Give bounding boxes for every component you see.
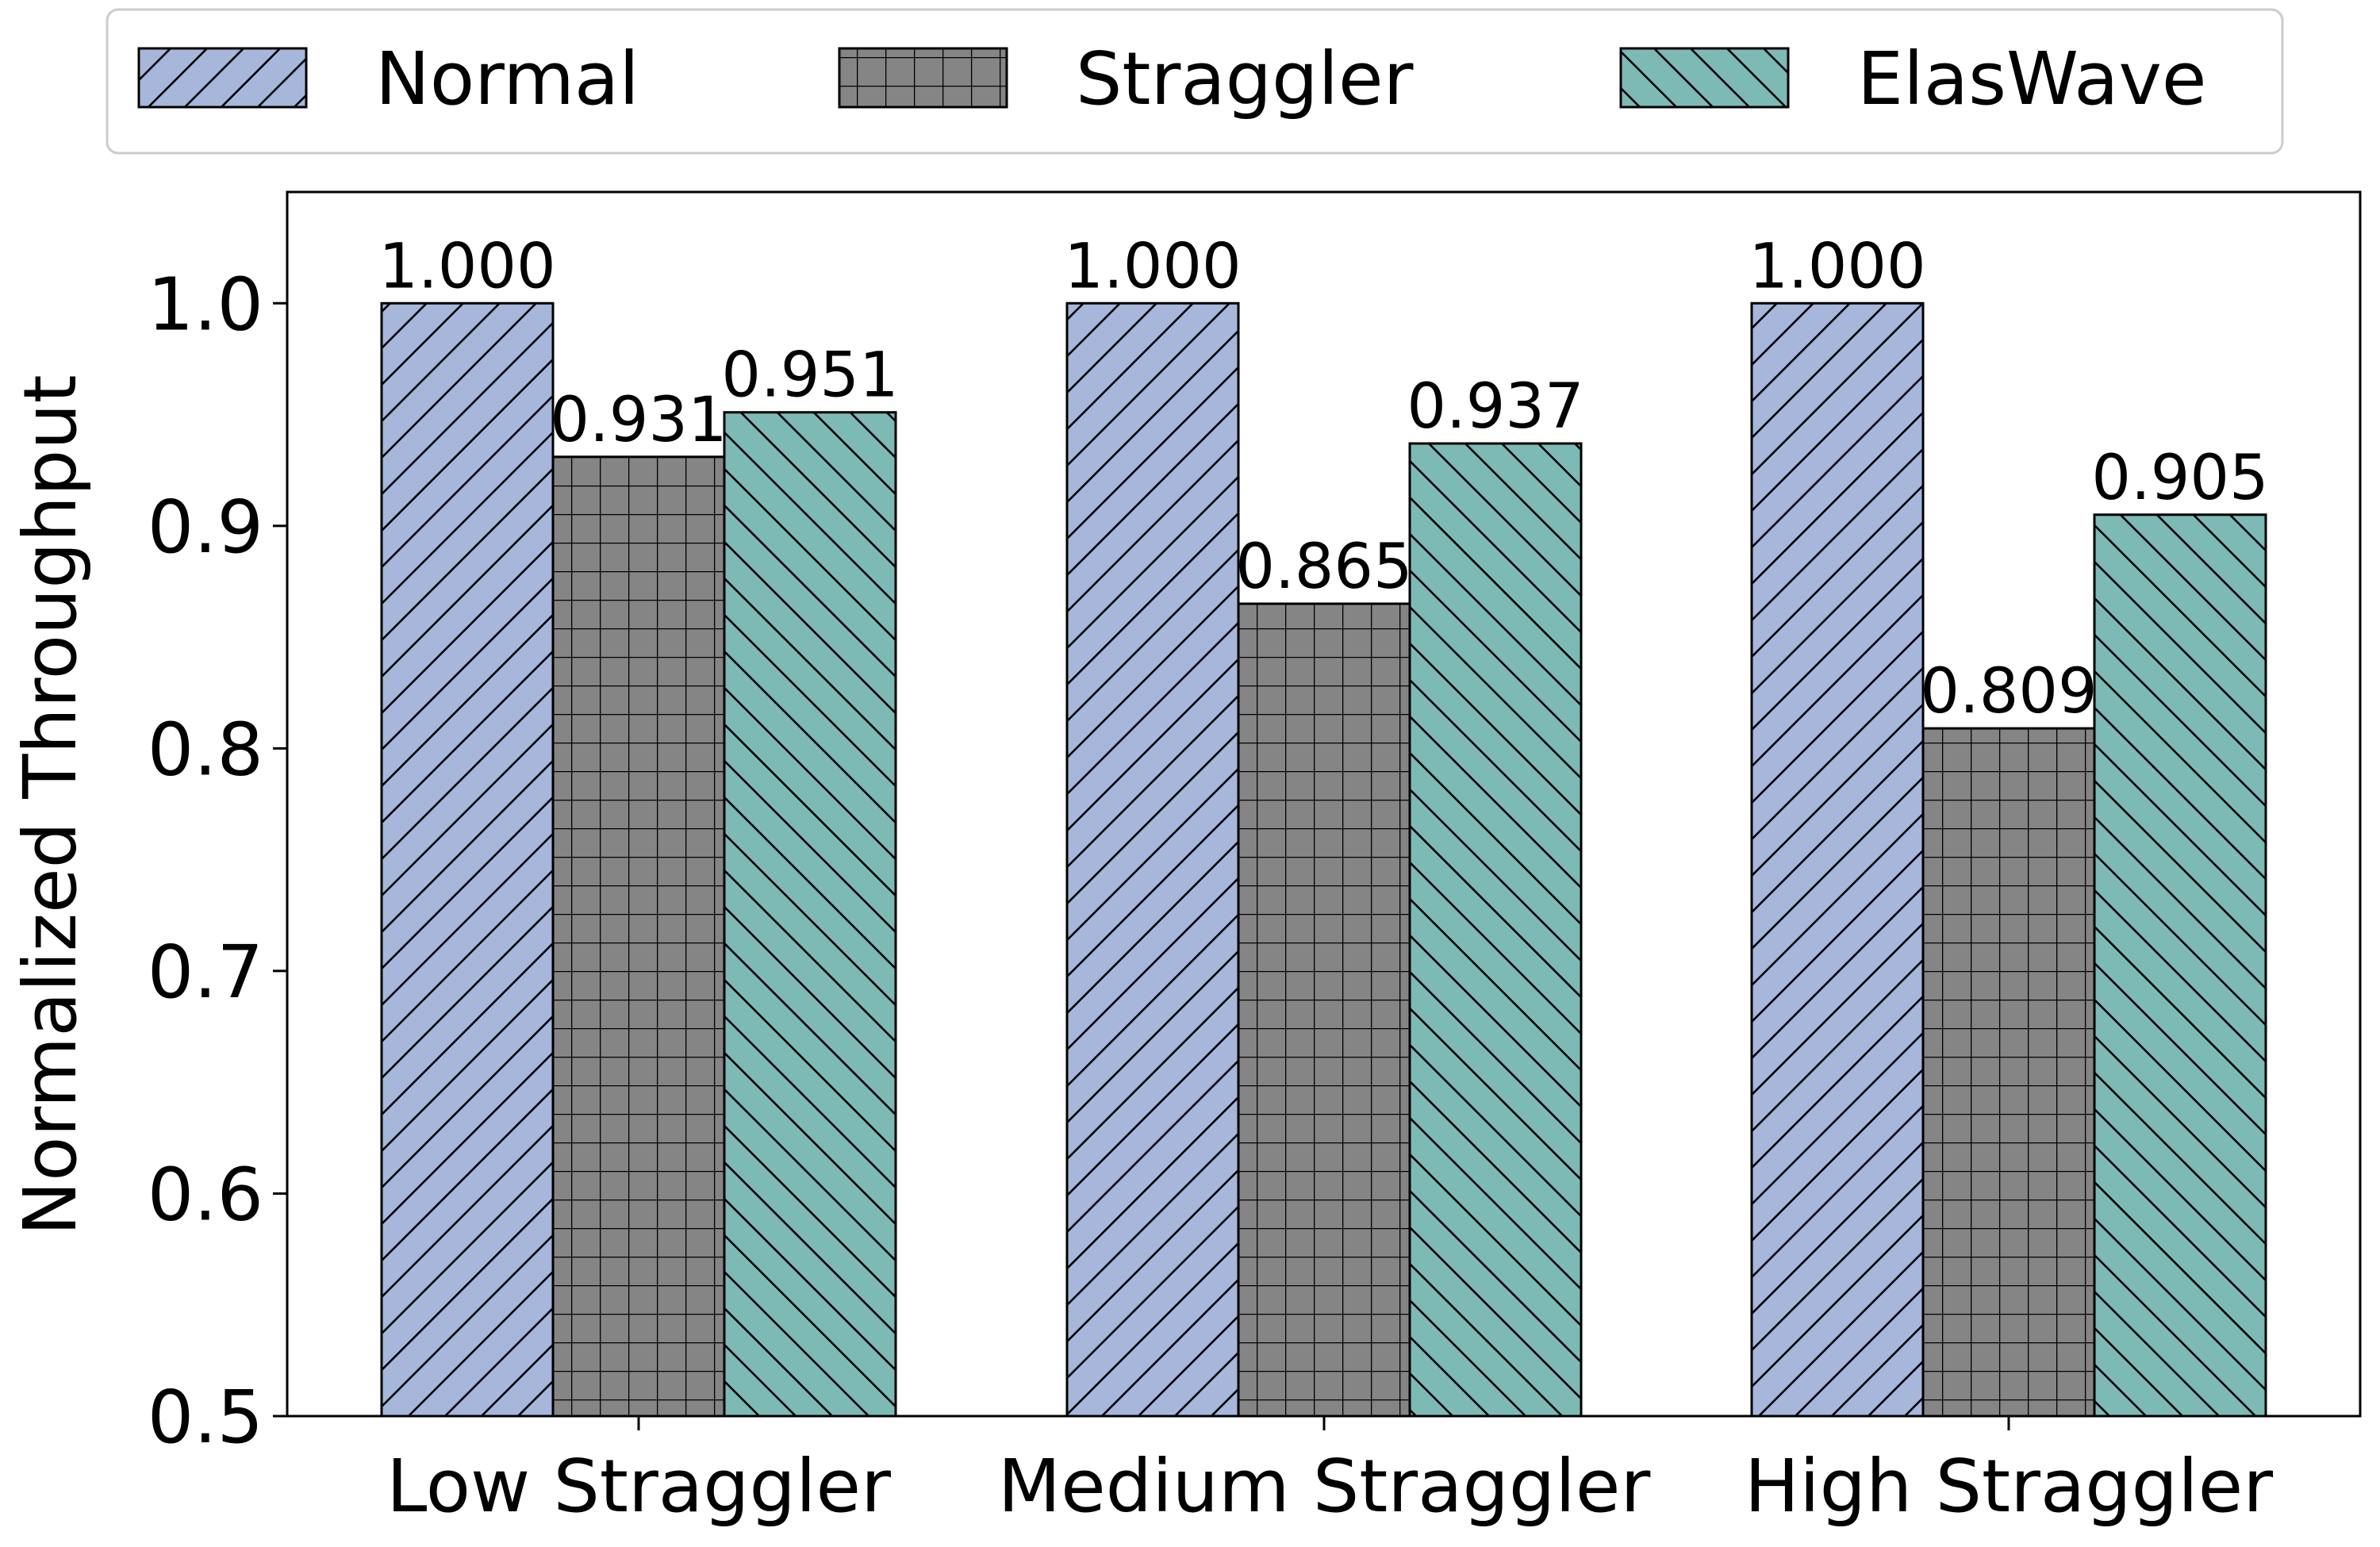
value-label-low-straggler-normal: 1.000	[378, 231, 555, 302]
y-tick-label: 0.7	[148, 930, 263, 1015]
bar-high-straggler-elaswave-hatch	[2093, 513, 2267, 1418]
bars	[380, 301, 2267, 1418]
value-label-low-straggler-elaswave: 0.951	[721, 340, 898, 412]
y-tick-label: 0.8	[148, 707, 263, 792]
y-axis-ticks: 0.5 0.6 0.7 0.8 0.9 1.0	[148, 262, 287, 1460]
legend-swatch-elaswave-hatch	[1619, 47, 1790, 109]
value-label-high-straggler-straggler: 0.809	[1920, 656, 2097, 727]
y-tick-label: 0.6	[148, 1152, 263, 1237]
value-label-high-straggler-normal: 1.000	[1749, 231, 1925, 302]
value-label-low-straggler-straggler: 0.931	[550, 385, 727, 456]
legend: Normal Straggler ElasWave	[106, 8, 2284, 155]
bar-low-straggler-elaswave-hatch	[723, 411, 897, 1418]
y-tick-label: 0.9	[148, 485, 263, 570]
x-tick-label: High Straggler	[1745, 1444, 2273, 1529]
y-tick-label: 0.5	[148, 1375, 263, 1460]
y-tick-label: 1.0	[148, 262, 263, 347]
bar-low-straggler-normal-hatch	[380, 301, 555, 1418]
plot-frame	[286, 190, 2362, 1418]
legend-frame	[106, 8, 2284, 155]
x-tick-label: Medium Straggler	[998, 1444, 1651, 1529]
legend-swatch-normal-hatch	[137, 47, 308, 109]
value-label-medium-straggler-elaswave: 0.937	[1407, 371, 1583, 443]
y-axis-label: Normalized Throughput	[8, 374, 93, 1235]
value-label-medium-straggler-straggler: 0.865	[1235, 532, 1412, 603]
value-label-medium-straggler-normal: 1.000	[1064, 231, 1241, 302]
bar-medium-straggler-straggler-hatch	[1237, 602, 1411, 1418]
bar-high-straggler-straggler-hatch	[1921, 727, 2096, 1418]
legend-label-straggler: Straggler	[1076, 36, 1414, 121]
x-tick-label: Low Straggler	[386, 1444, 891, 1529]
bar-medium-straggler-elaswave-hatch	[1408, 442, 1583, 1418]
bar-high-straggler-normal-hatch	[1750, 301, 1925, 1418]
bar-low-straggler-straggler-hatch	[551, 455, 726, 1418]
legend-swatch-straggler-hatch	[838, 47, 1008, 109]
legend-label-normal: Normal	[375, 36, 639, 121]
bar-medium-straggler-normal-hatch	[1065, 301, 1240, 1418]
value-label-high-straggler-elaswave: 0.905	[2091, 443, 2268, 514]
legend-label-elaswave: ElasWave	[1857, 36, 2207, 121]
x-axis-ticks: Low Straggler Medium Straggler High Stragg…	[386, 1416, 2273, 1529]
